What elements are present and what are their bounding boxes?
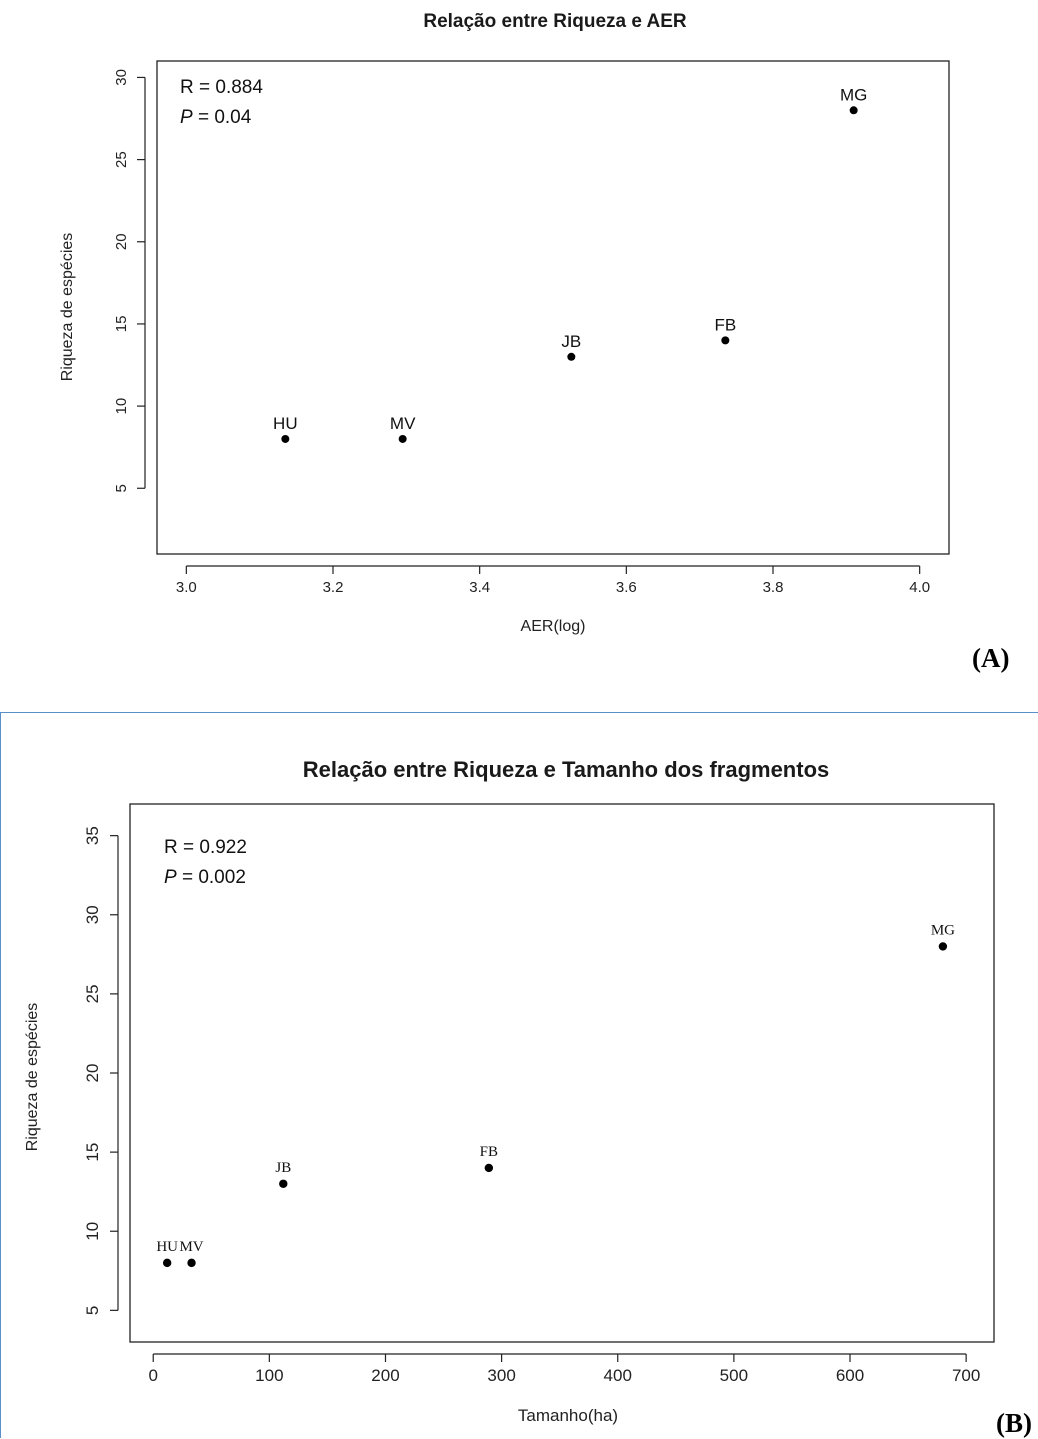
chart-a-y-tick-label: 15 — [113, 316, 130, 333]
chart-a: Relação entre Riqueza e AER AER(log) Riq… — [0, 0, 1038, 690]
chart-b-x-tick-label: 600 — [836, 1366, 864, 1385]
chart-b-point-label-mg: MG — [931, 922, 955, 938]
chart-a-point-label-mv: MV — [390, 414, 416, 433]
chart-a-svg: Relação entre Riqueza e AER AER(log) Riq… — [59, 11, 950, 635]
chart-b-point-label-fb: FB — [480, 1144, 498, 1160]
chart-a-point-mv — [398, 434, 407, 443]
chart-b-point-label-hu: HU — [156, 1239, 178, 1255]
chart-a-y-tick-label: 5 — [113, 484, 130, 492]
chart-b-x-tick-label: 400 — [604, 1366, 632, 1385]
chart-a-point-label-fb: FB — [714, 315, 736, 334]
chart-a-point-hu — [281, 434, 290, 443]
chart-a-x-tick-label: 3.2 — [323, 579, 344, 596]
chart-b-x-tick-label: 700 — [952, 1366, 980, 1385]
chart-b-point-label-jb: JB — [275, 1160, 291, 1176]
chart-a-plot-frame — [156, 60, 950, 555]
chart-b-x-axis-label: Tamanho(ha) — [518, 1406, 618, 1425]
chart-a-x-tick-label: 3.6 — [616, 579, 637, 596]
chart-a-x-tick-label: 4.0 — [909, 579, 930, 596]
chart-b-stat-p: P = 0.002 — [164, 867, 246, 888]
chart-b-point-hu — [162, 1258, 172, 1268]
chart-b: Relação entre Riqueza e Tamanho dos frag… — [0, 712, 1038, 1438]
chart-a-y-tick-label: 25 — [113, 151, 130, 168]
chart-a-point-label-mg: MG — [840, 85, 867, 104]
panel-label-b: (B) — [996, 1408, 1032, 1438]
chart-a-x-axis-label: AER(log) — [521, 618, 586, 635]
chart-a-y-tick-label: 30 — [113, 69, 130, 86]
chart-b-title: Relação entre Riqueza e Tamanho dos frag… — [303, 757, 830, 782]
chart-b-x-tick-label: 100 — [255, 1366, 283, 1385]
chart-a-x-tick-label: 3.0 — [176, 579, 197, 596]
chart-a-y-tick-label: 20 — [113, 233, 130, 250]
chart-a-stat-p-symbol: P — [180, 107, 193, 128]
chart-a-x-tick-label: 3.8 — [763, 579, 784, 596]
chart-a-x-tick-label: 3.4 — [469, 579, 490, 596]
chart-b-y-tick-label: 35 — [83, 826, 102, 845]
chart-b-point-fb — [484, 1163, 494, 1173]
chart-b-y-tick-label: 25 — [83, 984, 102, 1003]
chart-b-y-tick-label: 10 — [83, 1222, 102, 1241]
chart-a-stat-p: P = 0.04 — [180, 107, 252, 128]
chart-b-x-tick-label: 500 — [720, 1366, 748, 1385]
chart-b-y-axis-label: Riqueza de espécies — [24, 1003, 41, 1152]
chart-a-title: Relação entre Riqueza e AER — [423, 11, 687, 32]
chart-a-point-label-jb: JB — [561, 332, 581, 351]
chart-a-y-axis-label: Riqueza de espécies — [59, 233, 76, 382]
chart-b-y-tick-label: 15 — [83, 1143, 102, 1162]
chart-a-y-tick-label: 10 — [113, 398, 130, 415]
chart-b-stat-r: R = 0.922 — [164, 837, 247, 858]
chart-a-point-fb — [721, 336, 730, 345]
chart-b-x-tick-label: 200 — [371, 1366, 399, 1385]
chart-b-point-mg — [938, 942, 948, 951]
chart-b-x-tick-label: 0 — [148, 1366, 157, 1385]
chart-b-svg: Relação entre Riqueza e Tamanho dos frag… — [24, 757, 995, 1425]
chart-b-y-tick-label: 20 — [83, 1064, 102, 1083]
chart-b-y-tick-label: 5 — [83, 1306, 102, 1315]
chart-a-stat-r: R = 0.884 — [180, 77, 263, 98]
chart-b-plot-frame — [129, 803, 995, 1343]
chart-b-point-label-mv: MV — [179, 1239, 203, 1255]
chart-b-stat-p-symbol: P — [164, 867, 177, 888]
chart-b-stat-p-value: = 0.002 — [177, 867, 246, 888]
chart-a-point-mg — [849, 106, 858, 115]
chart-a-point-jb — [567, 352, 576, 361]
chart-b-point-mv — [187, 1258, 196, 1268]
panel-label-a: (A) — [972, 643, 1010, 673]
chart-b-point-jb — [279, 1179, 288, 1188]
chart-a-stat-p-value: = 0.04 — [193, 107, 252, 128]
chart-b-y-tick-label: 30 — [83, 905, 102, 924]
chart-a-point-label-hu: HU — [273, 414, 298, 433]
chart-b-x-tick-label: 300 — [487, 1366, 515, 1385]
